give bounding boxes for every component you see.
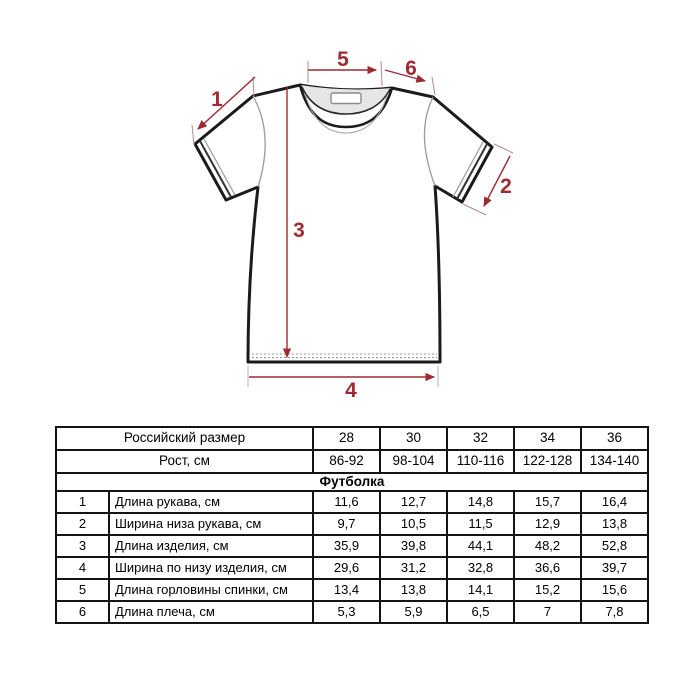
measurement-name: Длина изделия, см xyxy=(108,534,314,558)
height-header-row: Рост, см 86-92 98-104 110-116 122-128 13… xyxy=(55,449,649,474)
dimension-arrow-6: 6 xyxy=(384,57,436,96)
collar-band-inner-curve xyxy=(301,86,391,115)
height-value: 122-128 xyxy=(513,449,582,474)
dimension-arrow-4: 4 xyxy=(247,366,439,402)
row-number: 3 xyxy=(55,534,110,558)
measurement-value: 29,6 xyxy=(312,556,381,580)
table-row: 4 Ширина по низу изделия, см 29,6 31,2 3… xyxy=(55,556,649,580)
dimension-label-5: 5 xyxy=(337,48,349,71)
measurement-value: 16,4 xyxy=(580,490,649,514)
height-value: 110-116 xyxy=(446,449,515,474)
row-number: 5 xyxy=(55,578,110,602)
measurement-value: 31,2 xyxy=(379,556,448,580)
dimension-arrow-2: 2 xyxy=(462,143,514,216)
cuff-band-left xyxy=(199,138,236,198)
measurement-value: 15,2 xyxy=(513,578,582,602)
measurement-value: 7 xyxy=(513,600,582,624)
height-value: 86-92 xyxy=(312,449,381,474)
table-row: 2 Ширина низа рукава, см 9,7 10,5 11,5 1… xyxy=(55,512,649,536)
measurement-value: 35,9 xyxy=(312,534,381,558)
brand-label xyxy=(330,92,362,105)
measurement-value: 5,9 xyxy=(379,600,448,624)
measurement-value: 39,8 xyxy=(379,534,448,558)
dimension-label-2: 2 xyxy=(500,175,512,198)
dimension-label-4: 4 xyxy=(345,379,357,402)
height-value: 134-140 xyxy=(580,449,649,474)
cuff-band-right xyxy=(452,141,488,200)
measurement-value: 48,2 xyxy=(513,534,582,558)
measurement-value: 36,6 xyxy=(513,556,582,580)
dimension-arrow-3: 3 xyxy=(282,87,305,359)
dimension-arrow-5: 5 xyxy=(307,48,383,87)
tshirt-measurement-diagram: 1 2 3 4 5 6 xyxy=(191,48,514,402)
row-number: 4 xyxy=(55,556,110,580)
measurement-value: 39,7 xyxy=(580,556,649,580)
section-row: Футболка xyxy=(55,472,649,492)
height-header-label: Рост, см xyxy=(55,449,314,474)
measurement-value: 14,8 xyxy=(446,490,515,514)
size-value: 34 xyxy=(513,426,582,451)
row-number: 2 xyxy=(55,512,110,536)
measurement-value: 13,4 xyxy=(312,578,381,602)
measurement-value: 11,6 xyxy=(312,490,381,514)
measurement-value: 15,7 xyxy=(513,490,582,514)
armhole-seam-left xyxy=(252,95,266,188)
measurement-value: 44,1 xyxy=(446,534,515,558)
measurement-value: 13,8 xyxy=(379,578,448,602)
table-row: 6 Длина плеча, см 5,3 5,9 6,5 7 7,8 xyxy=(55,600,649,624)
size-value: 30 xyxy=(379,426,448,451)
size-value: 36 xyxy=(580,426,649,451)
dimension-arrow-1: 1 xyxy=(191,76,256,146)
dimension-label-3: 3 xyxy=(293,219,305,242)
table-row: 1 Длина рукава, см 11,6 12,7 14,8 15,7 1… xyxy=(55,490,649,514)
section-title: Футболка xyxy=(55,472,649,492)
measurement-name: Длина плеча, см xyxy=(108,600,314,624)
measurement-value: 12,7 xyxy=(379,490,448,514)
measurement-value: 10,5 xyxy=(379,512,448,536)
measurement-name: Ширина по низу изделия, см xyxy=(108,556,314,580)
row-number: 6 xyxy=(55,600,110,624)
measurement-value: 52,8 xyxy=(580,534,649,558)
size-table: Российский размер 28 30 32 34 36 Рост, с… xyxy=(55,426,649,624)
measurement-value: 5,3 xyxy=(312,600,381,624)
armhole-seam-right xyxy=(423,96,436,187)
measurement-value: 9,7 xyxy=(312,512,381,536)
neckline-stitch xyxy=(304,93,388,134)
measurement-name: Длина рукава, см xyxy=(108,490,314,514)
size-header-label: Российский размер xyxy=(55,426,314,451)
measurement-value: 12,9 xyxy=(513,512,582,536)
measurement-value: 7,8 xyxy=(580,600,649,624)
size-header-row: Российский размер 28 30 32 34 36 xyxy=(55,426,649,451)
size-value: 32 xyxy=(446,426,515,451)
measurement-name: Длина горловины спинки, см xyxy=(108,578,314,602)
table-row: 5 Длина горловины спинки, см 13,4 13,8 1… xyxy=(55,578,649,602)
measurement-name: Ширина низа рукава, см xyxy=(108,512,314,536)
measurement-value: 32,8 xyxy=(446,556,515,580)
measurement-value: 11,5 xyxy=(446,512,515,536)
measurement-value: 14,1 xyxy=(446,578,515,602)
height-value: 98-104 xyxy=(379,449,448,474)
dimension-label-6: 6 xyxy=(405,57,417,80)
hem-stitch xyxy=(252,353,437,359)
size-value: 28 xyxy=(312,426,381,451)
measurement-value: 13,8 xyxy=(580,512,649,536)
measurement-value: 15,6 xyxy=(580,578,649,602)
table-row: 3 Длина изделия, см 35,9 39,8 44,1 48,2 … xyxy=(55,534,649,558)
dimension-label-1: 1 xyxy=(211,88,223,111)
measurement-value: 6,5 xyxy=(446,600,515,624)
row-number: 1 xyxy=(55,490,110,514)
